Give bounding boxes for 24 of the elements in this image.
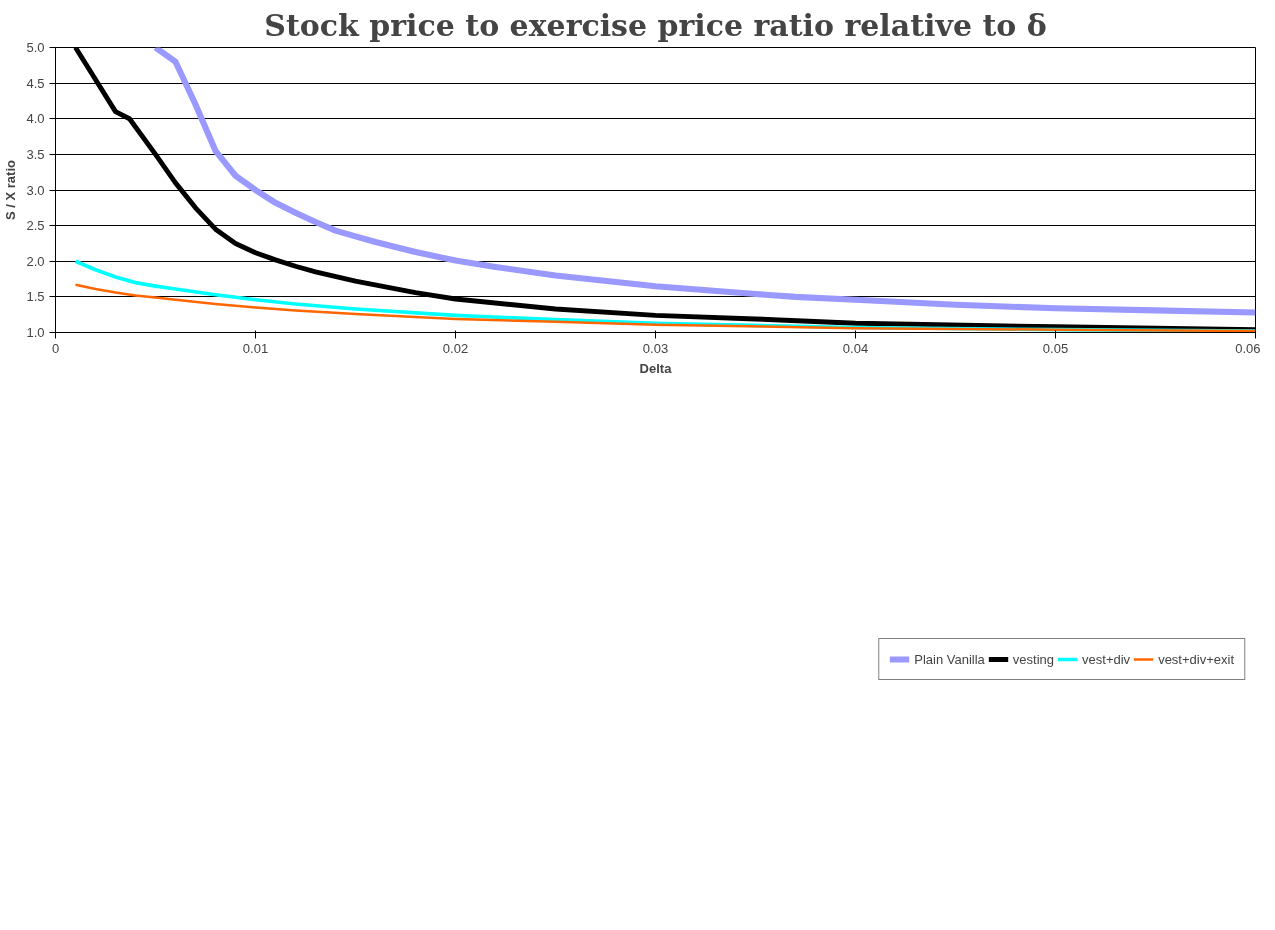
x-tick-label: 0.02 — [442, 340, 469, 356]
legend-label: Plain Vanilla — [914, 651, 985, 667]
x-tick-label: 0.04 — [842, 340, 869, 356]
chart-title: Stock price to exercise price ratio relative to δ — [264, 7, 1047, 43]
y-tick-label: 5.0 — [26, 40, 45, 55]
legend-label: vesting — [1012, 651, 1055, 667]
x-tick-label: 0.03 — [642, 340, 669, 356]
y-tick-label: 1.0 — [26, 325, 45, 340]
y-axis-title: S / X ratio — [3, 159, 19, 220]
x-tick-label: 0.05 — [1042, 340, 1069, 356]
legend-label: vest+div — [1082, 651, 1131, 667]
line-series — [74, 283, 1256, 333]
x-tick-label: 0.06 — [1235, 340, 1261, 356]
x-axis-title: Delta — [639, 360, 673, 376]
legend-label: vest+div+exit — [1158, 651, 1234, 667]
x-tick-label: 0.01 — [242, 340, 269, 356]
y-tick-label: 4.5 — [26, 75, 45, 91]
y-tick-label: 3.0 — [26, 182, 45, 198]
y-tick-label: 2.5 — [26, 218, 45, 234]
y-tick-label: 3.5 — [26, 146, 45, 162]
y-tick-label: 4.0 — [26, 111, 45, 127]
x-tick-label: 0 — [51, 340, 60, 356]
y-tick-label: 2.0 — [26, 253, 45, 269]
y-tick-label: 1.5 — [26, 289, 45, 305]
